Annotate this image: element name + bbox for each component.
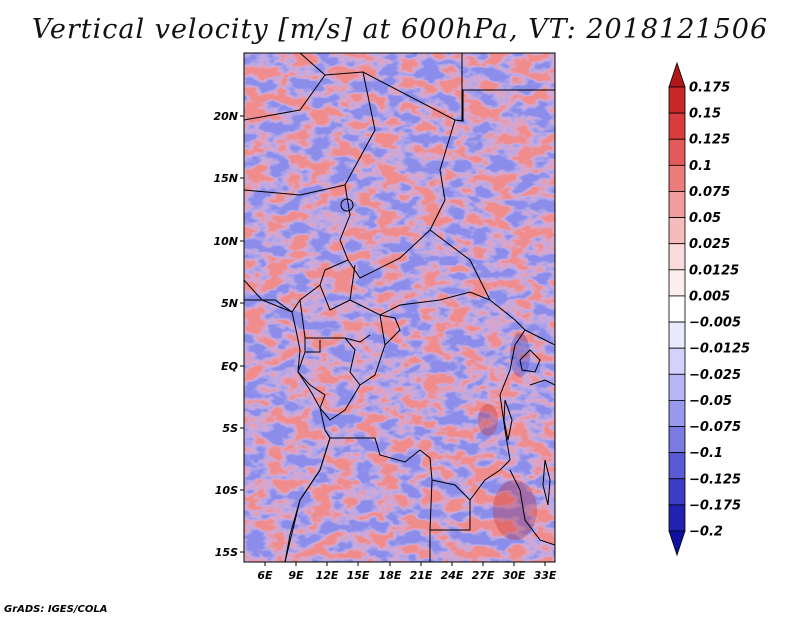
colorbar-label: 0.15 <box>689 107 721 122</box>
colorbar-label: 0.075 <box>689 185 730 200</box>
lake-chad <box>340 198 354 212</box>
latitude-axis: 20N 15N 10N 5N EQ 5S 10S 15S <box>213 110 244 559</box>
colorbar-label: −0.025 <box>689 368 741 383</box>
grads-credit: GrADS: IGES/COLA <box>4 604 108 615</box>
lat-label: 15N <box>213 172 238 185</box>
lon-label: 12E <box>316 569 339 582</box>
colorbar-label: −0.1 <box>689 446 723 461</box>
colorbar-label: −0.175 <box>689 498 741 513</box>
colorbar-label: −0.075 <box>689 420 741 435</box>
map-panel <box>243 52 556 563</box>
colorbar-segment <box>668 191 686 218</box>
colorbar-label: −0.2 <box>689 525 723 540</box>
convective-cell <box>493 480 537 540</box>
convective-cell <box>478 404 498 436</box>
colorbar-label: 0.05 <box>689 211 721 226</box>
map-frame <box>243 52 556 563</box>
colorbar-segment <box>668 243 686 271</box>
convective-cell <box>510 333 530 377</box>
colorbar-segment <box>668 478 686 506</box>
lat-label: 15S <box>215 546 238 559</box>
colorbar-segment <box>668 373 686 401</box>
colorbar-arrow-top <box>668 61 686 88</box>
colorbar-segment <box>668 86 686 114</box>
colorbar-label: −0.0125 <box>689 342 750 357</box>
colorbar-segment <box>668 164 686 192</box>
colorbar-segment <box>668 138 686 166</box>
lon-label: 6E <box>257 569 273 582</box>
lat-label: 10S <box>215 484 238 497</box>
colorbar-segment <box>668 295 686 323</box>
lon-label: 24E <box>441 569 464 582</box>
colorbar-label: 0.005 <box>689 289 730 304</box>
colorbar-label: 0.175 <box>689 81 730 96</box>
colorbar-label: −0.05 <box>689 394 732 409</box>
colorbar-segment <box>668 504 686 532</box>
coastline <box>244 279 331 562</box>
lat-label: EQ <box>221 360 238 373</box>
colorbar: 0.175 0.15 0.125 0.1 0.075 0.05 0.025 0.0125 0.0… <box>668 61 750 557</box>
colorbar-segment <box>668 347 686 375</box>
lon-label: 18E <box>379 569 402 582</box>
colorbar-label: 0.1 <box>689 159 712 174</box>
lat-label: 5S <box>222 422 238 435</box>
colorbar-segment <box>668 452 686 480</box>
lon-label: 30E <box>503 569 526 582</box>
lon-label: 15E <box>347 569 370 582</box>
lon-label: 9E <box>288 569 304 582</box>
colorbar-segment <box>668 217 686 245</box>
colorbar-label: −0.005 <box>689 316 741 331</box>
colorbar-label: 0.025 <box>689 237 730 252</box>
lat-label: 20N <box>213 110 238 123</box>
lat-label: 10N <box>213 235 238 248</box>
lakes <box>340 198 551 506</box>
colorbar-label: 0.125 <box>689 133 730 148</box>
colorbar-segment <box>668 112 686 140</box>
colorbar-arrow-bottom <box>668 530 686 557</box>
lake-malawi <box>542 459 551 506</box>
colorbar-segment <box>668 400 686 427</box>
longitude-axis: 6E 9E 12E 15E 18E 21E 24E 27E 30E 33E <box>257 562 557 582</box>
lake-tanganyika <box>503 399 513 441</box>
lon-label: 21E <box>410 569 433 582</box>
lake-victoria <box>519 349 541 373</box>
map-title: Vertical velocity [m/s] at 600hPa, VT: 2… <box>31 14 769 45</box>
vertical-velocity-field <box>244 53 555 562</box>
colorbar-label: 0.0125 <box>689 263 739 278</box>
lon-label: 33E <box>534 569 557 582</box>
colorbar-segment <box>668 321 686 349</box>
colorbar-segment <box>668 426 686 454</box>
lon-label: 27E <box>472 569 495 582</box>
colorbar-segment <box>668 269 686 297</box>
lat-label: 5N <box>221 297 238 310</box>
colorbar-label: −0.125 <box>689 472 741 487</box>
